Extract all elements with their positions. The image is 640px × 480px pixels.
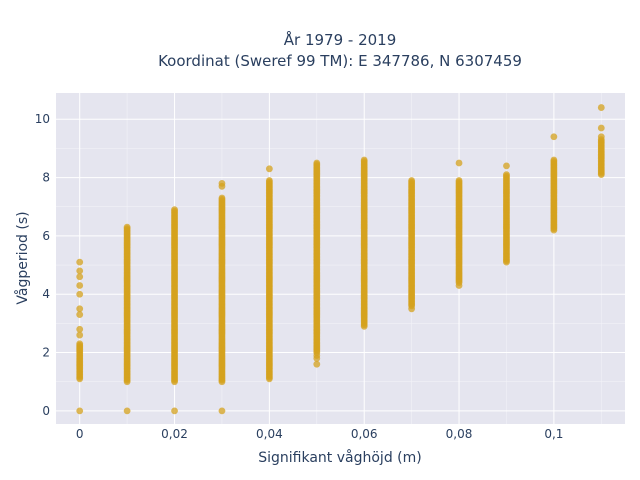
plot-area <box>56 93 625 424</box>
data-point <box>313 352 321 359</box>
data-point <box>76 340 84 348</box>
data-point <box>123 407 131 415</box>
x-tick-label: 0,1 <box>544 427 563 441</box>
data-point <box>597 124 605 132</box>
points-layer <box>76 104 605 415</box>
x-tick-label: 0,02 <box>161 427 188 441</box>
data-point <box>550 133 558 141</box>
data-point <box>76 290 84 298</box>
data-point <box>171 206 178 214</box>
data-point <box>313 159 321 167</box>
data-point <box>76 258 84 266</box>
data-point <box>265 165 273 173</box>
data-point <box>455 159 463 167</box>
x-tick-label: 0 <box>76 427 84 441</box>
data-point <box>218 194 226 202</box>
y-tick-label: 0 <box>42 404 50 418</box>
data-point <box>455 282 463 289</box>
y-tick-label: 2 <box>42 346 50 360</box>
data-point <box>76 331 84 339</box>
data-point <box>265 177 273 184</box>
data-point <box>408 305 416 313</box>
data-point <box>76 407 84 415</box>
data-point <box>550 156 558 164</box>
x-axis-title: Signifikant våghöjd (m) <box>258 449 421 466</box>
data-point <box>76 305 84 313</box>
data-point <box>360 156 368 164</box>
data-point <box>313 360 321 368</box>
y-tick-label: 8 <box>42 171 50 185</box>
data-point <box>171 407 178 415</box>
y-tick-label: 10 <box>35 112 50 126</box>
y-tick-label: 6 <box>42 229 50 243</box>
data-point <box>76 267 84 275</box>
data-point <box>503 171 510 179</box>
data-point <box>123 223 131 231</box>
y-tick-label: 4 <box>42 287 50 301</box>
data-point <box>597 104 605 111</box>
data-point <box>76 311 84 319</box>
data-point <box>408 177 416 184</box>
x-tick-label: 0,04 <box>256 427 283 441</box>
data-point <box>218 180 226 187</box>
data-point <box>597 133 605 141</box>
chart-title-line2: Koordinat (Sweref 99 TM): E 347786, N 63… <box>158 52 522 70</box>
data-point <box>76 325 84 333</box>
x-tick-label: 0,08 <box>446 427 473 441</box>
chart-title-line1: År 1979 - 2019 <box>284 30 397 49</box>
data-point <box>503 162 510 170</box>
data-point <box>455 177 463 184</box>
data-point <box>218 407 226 415</box>
data-point <box>76 282 84 289</box>
x-tick-label: 0,06 <box>351 427 378 441</box>
y-axis-title: Vågperiod (s) <box>14 211 31 304</box>
data-point <box>76 273 84 281</box>
tick-layer: 0 0,02 0,04 0,06 0,08 0,1 0 2 4 6 8 10 <box>35 112 564 441</box>
